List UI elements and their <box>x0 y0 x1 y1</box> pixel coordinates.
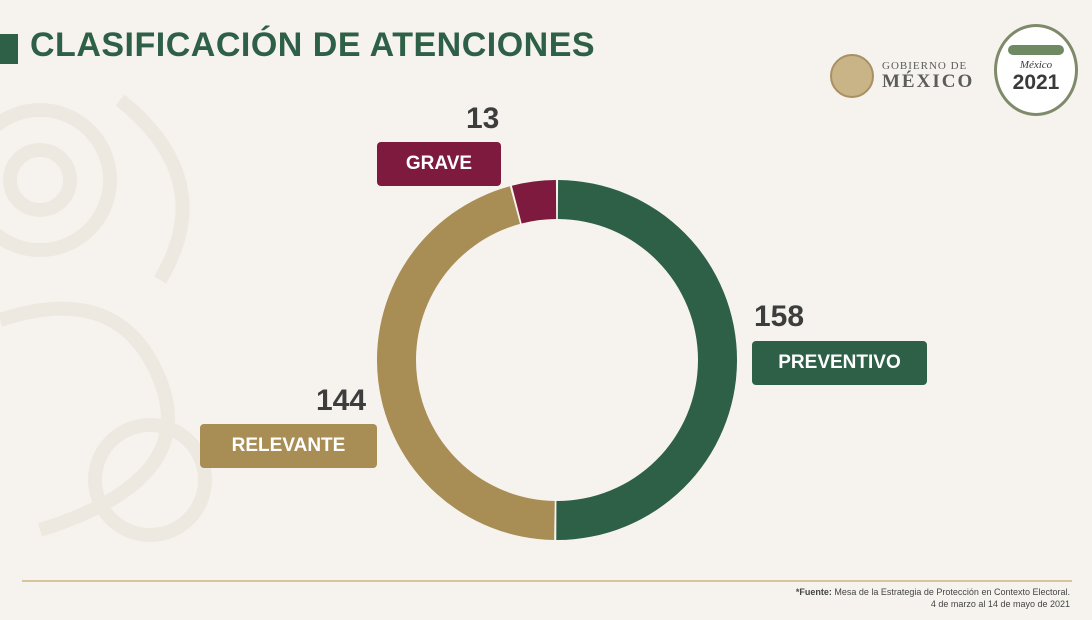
badge-year: 2021 <box>1012 71 1060 94</box>
gobierno-de-mexico-logo: GOBIERNO DE MÉXICO <box>830 54 974 98</box>
footer-divider <box>22 580 1072 582</box>
donut-slice-grave <box>511 180 557 224</box>
mexico-2021-badge: México 2021 <box>994 24 1078 116</box>
value-label-relevante: 144 <box>316 384 367 417</box>
footer-source: *Fuente: Mesa de la Estrategia de Protec… <box>796 586 1070 610</box>
category-label-relevante: RELEVANTE <box>200 424 377 468</box>
category-label-grave: GRAVE <box>377 142 501 186</box>
donut-slice-preventivo <box>556 180 738 541</box>
value-label-preventivo: 158 <box>754 300 805 333</box>
source-date-range: 4 de marzo al 14 de mayo de 2021 <box>930 599 1070 609</box>
logo-line-1: GOBIERNO DE <box>882 60 968 72</box>
logo-line-2: MÉXICO <box>882 71 975 92</box>
badge-top-text: México <box>1019 59 1053 71</box>
serpent-icon <box>1008 45 1064 55</box>
donut-slice-relevante <box>376 186 555 540</box>
national-seal-icon <box>830 54 874 98</box>
title-accent-bar <box>0 34 18 64</box>
value-label-grave: 13 <box>466 102 500 135</box>
category-label-preventivo: PREVENTIVO <box>752 341 927 385</box>
page-title: CLASIFICACIÓN DE ATENCIONES <box>30 26 596 64</box>
background-pattern <box>0 94 212 542</box>
source-text: Mesa de la Estrategia de Protección en C… <box>834 587 1070 597</box>
source-label: *Fuente: <box>795 587 832 597</box>
